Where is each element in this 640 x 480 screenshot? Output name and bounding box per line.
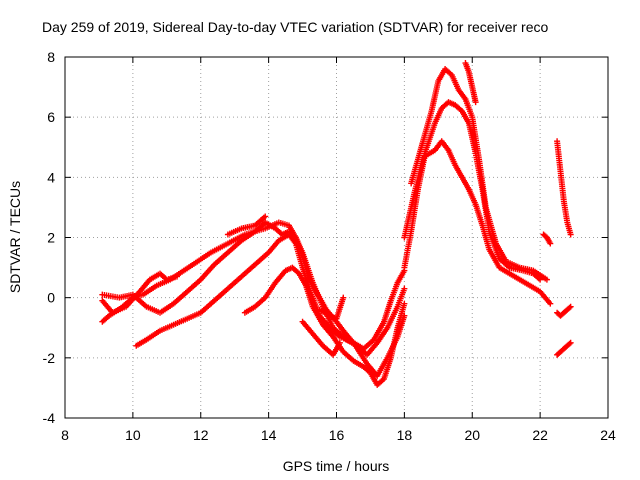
- data-point: [567, 339, 574, 346]
- x-tick-label: 12: [193, 427, 209, 443]
- data-point: [401, 285, 408, 292]
- series-track-15: [554, 303, 574, 319]
- data-point: [472, 99, 479, 106]
- x-tick-label: 18: [397, 427, 413, 443]
- data-point: [567, 303, 574, 310]
- y-tick-label: -4: [43, 410, 56, 426]
- y-tick-label: 2: [47, 230, 55, 246]
- data-point: [567, 231, 574, 238]
- x-tick-label: 24: [600, 427, 616, 443]
- series-track-12: [462, 60, 479, 106]
- data-point: [547, 300, 554, 307]
- y-tick-label: 6: [47, 109, 55, 125]
- data-point: [262, 213, 269, 220]
- series-track-7: [299, 318, 343, 358]
- data-point-fill: [566, 304, 573, 311]
- data-point: [547, 240, 554, 247]
- data-point: [401, 300, 408, 307]
- y-tick-label: 0: [47, 290, 55, 306]
- x-tick-label: 8: [61, 427, 69, 443]
- series-track-5: [241, 264, 408, 388]
- series-track-3: [99, 219, 408, 358]
- series-track-6: [224, 213, 269, 238]
- series-track-11: [408, 66, 550, 283]
- y-axis-label: SDTVAR / TECUs: [7, 181, 23, 293]
- x-tick-label: 14: [261, 427, 277, 443]
- y-tick-label: -2: [43, 350, 56, 366]
- data-point: [336, 339, 343, 346]
- series-track-16: [554, 339, 574, 358]
- data-points: [99, 60, 574, 388]
- x-tick-label: 20: [464, 427, 480, 443]
- y-tick-label: 8: [47, 49, 55, 65]
- x-tick-label: 16: [329, 427, 345, 443]
- x-axis-label: GPS time / hours: [283, 458, 390, 474]
- y-tick-label: 4: [47, 169, 55, 185]
- series-track-13: [540, 231, 554, 247]
- series-track-8: [316, 294, 347, 322]
- data-point: [340, 294, 347, 301]
- chart-title: Day 259 of 2019, Sidereal Day-to-day VTE…: [42, 19, 548, 35]
- axis-ticks: [64, 56, 609, 419]
- data-point-fill: [566, 340, 573, 347]
- series-track-14: [554, 138, 574, 238]
- data-point: [543, 276, 550, 283]
- x-tick-label: 22: [532, 427, 548, 443]
- grid-lines: [65, 57, 608, 418]
- x-tick-label: 10: [125, 427, 141, 443]
